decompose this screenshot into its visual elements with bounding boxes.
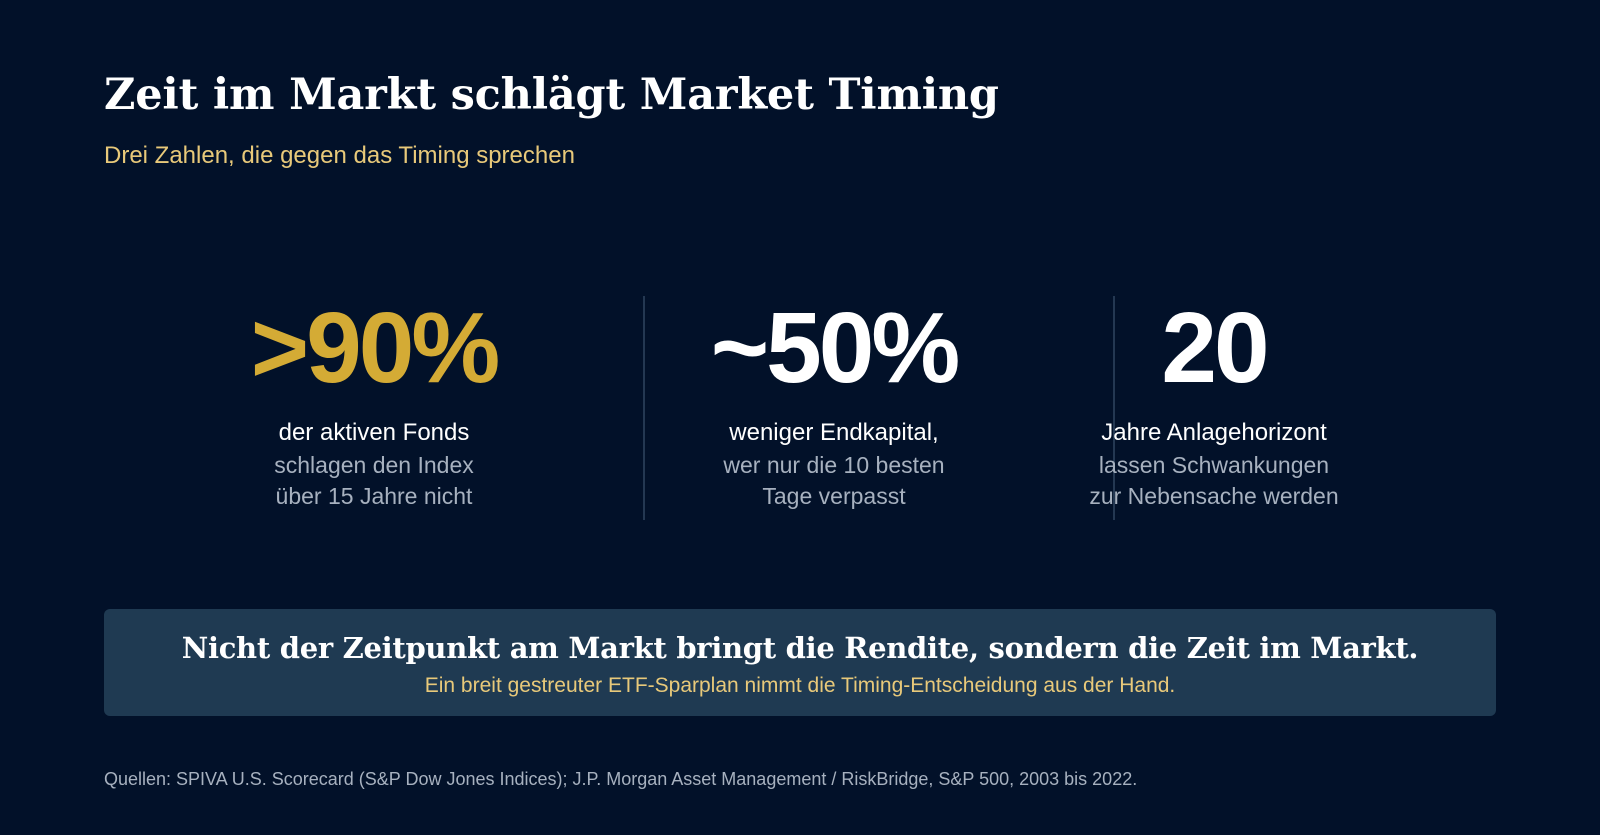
stat-value: >90% — [250, 292, 501, 404]
key-message-subtitle: Ein breit gestreuter ETF-Sparplan nimmt … — [424, 674, 1176, 697]
stat-description-line: über 15 Jahre nicht — [275, 483, 473, 509]
stat-description-line: wer nur die 10 besten — [723, 452, 945, 478]
stats-row: >90% der aktiven Fonds schlagen den Inde… — [104, 288, 1496, 524]
sources-footnote: Quellen: SPIVA U.S. Scorecard (S&P Dow J… — [104, 769, 1138, 789]
page-subtitle: Drei Zahlen, die gegen das Timing sprech… — [104, 142, 575, 169]
stat-active-funds: >90% der aktiven Fonds schlagen den Inde… — [104, 288, 644, 524]
page-title: Zeit im Markt schlägt Market Timing — [104, 70, 999, 120]
stat-value: ~50% — [710, 292, 961, 404]
stat-description-line: schlagen den Index — [274, 452, 474, 478]
stat-value: 20 — [1161, 292, 1269, 404]
stat-divider — [643, 296, 645, 520]
stat-investment-horizon: 20 Jahre Anlagehorizont lassen Schwankun… — [1024, 288, 1404, 524]
stat-description-line: zur Nebensache werden — [1089, 483, 1339, 509]
key-message-box: Nicht der Zeitpunkt am Markt bringt die … — [104, 609, 1496, 716]
stat-lead: weniger Endkapital, — [729, 419, 939, 446]
stat-description-line: lassen Schwankungen — [1098, 452, 1330, 478]
stat-divider — [1113, 296, 1115, 520]
key-message-title: Nicht der Zeitpunkt am Markt bringt die … — [181, 631, 1419, 665]
stat-lead: der aktiven Fonds — [278, 419, 470, 446]
stat-description-line: Tage verpasst — [762, 483, 906, 509]
stat-missed-days: ~50% weniger Endkapital, wer nur die 10 … — [644, 288, 1024, 524]
stat-lead: Jahre Anlagehorizont — [1101, 419, 1327, 446]
